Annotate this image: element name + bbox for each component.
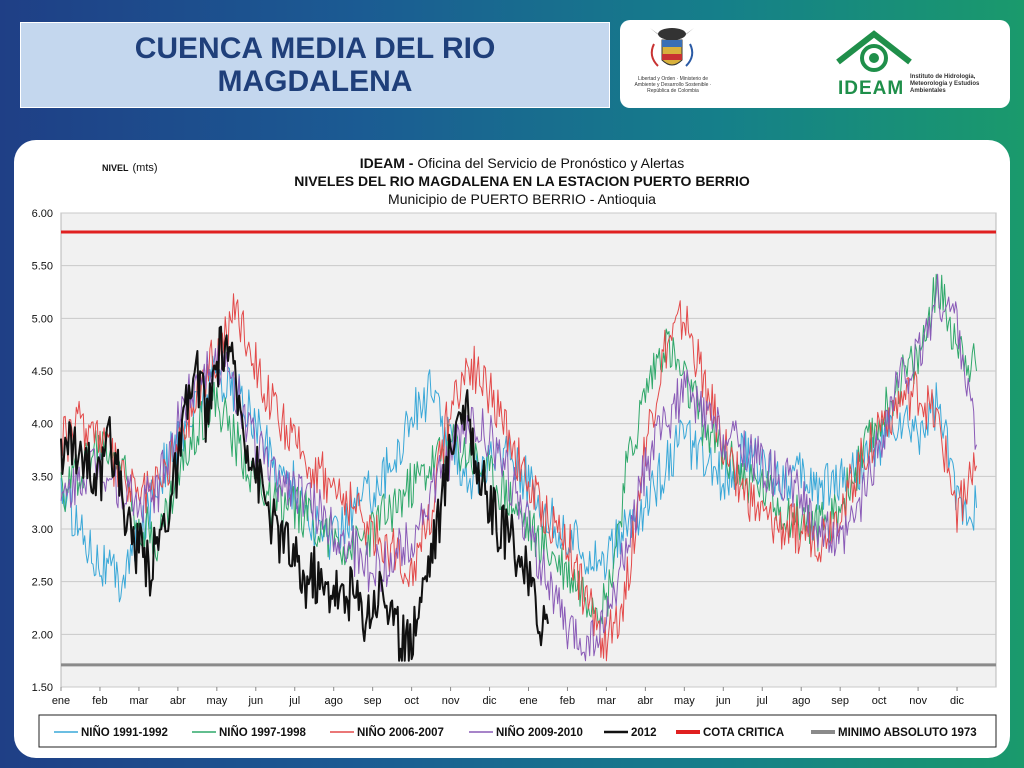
y-tick-label: 2.00 bbox=[32, 629, 53, 641]
y-axis-label-small: NIVEL bbox=[102, 163, 129, 173]
y-tick-label: 5.50 bbox=[32, 261, 53, 273]
x-tick-label: abr bbox=[170, 695, 186, 707]
chart: 6.00 5.50 5.00 4.50 4.00 3.50 3.00 2.50 2.00 1.50… bbox=[32, 155, 997, 748]
x-tick-label: jul bbox=[288, 695, 300, 707]
ideam-wordmark: IDEAM bbox=[838, 78, 905, 99]
chart-subtitle: NIVELES DEL RIO MAGDALENA EN LA ESTACION… bbox=[294, 173, 750, 189]
ministry-text: Libertad y Orden · Ministerio de Ambient… bbox=[634, 76, 712, 94]
y-axis-label-unit: (mts) bbox=[133, 162, 158, 174]
chart-title-rest: Oficina del Servicio de Pronóstico y Ale… bbox=[413, 155, 684, 171]
x-tick-label: feb bbox=[560, 695, 575, 707]
x-tick-label: dic bbox=[483, 695, 498, 707]
x-tick-label: ago bbox=[325, 695, 343, 707]
x-tick-label: may bbox=[674, 695, 695, 707]
legend-label: NIÑO 2006-2007 bbox=[357, 726, 444, 739]
legend-label: NIÑO 2009-2010 bbox=[496, 726, 583, 739]
x-tick-label: jul bbox=[756, 695, 768, 707]
chart-title: IDEAM - Oficina del Servicio de Pronósti… bbox=[360, 155, 684, 171]
y-tick-label: 5.00 bbox=[32, 313, 53, 325]
x-tick-label: sep bbox=[831, 695, 849, 707]
legend-box bbox=[38, 714, 997, 748]
logos-panel: Libertad y Orden · Ministerio de Ambient… bbox=[620, 20, 1010, 108]
y-tick-label: 1.50 bbox=[32, 682, 53, 694]
slide-title-line1: CUENCA MEDIA DEL RIO bbox=[134, 32, 496, 65]
y-tick-label: 4.50 bbox=[32, 366, 53, 378]
slide-title-line2: MAGDALENA bbox=[217, 65, 413, 98]
legend-label: 2012 bbox=[631, 727, 657, 739]
chart-subtitle2: Municipio de PUERTO BERRIO - Antioquia bbox=[388, 191, 656, 207]
slide-title-box: CUENCA MEDIA DEL RIO MAGDALENA bbox=[20, 22, 610, 108]
x-tick-label: sep bbox=[364, 695, 382, 707]
x-tick-label: may bbox=[206, 695, 227, 707]
chart-title-prefix: IDEAM - bbox=[360, 155, 414, 171]
legend-label: NIÑO 1997-1998 bbox=[219, 726, 307, 739]
plot-area bbox=[60, 212, 997, 688]
x-tick-label: nov bbox=[909, 695, 927, 707]
legend-label: NIÑO 1991-1992 bbox=[81, 726, 168, 739]
x-tick-label: oct bbox=[404, 695, 419, 707]
y-tick-label: 3.50 bbox=[32, 471, 53, 483]
x-tick-label: oct bbox=[872, 695, 887, 707]
x-tick-label: mar bbox=[597, 695, 616, 707]
colombia-coat-of-arms-icon bbox=[650, 28, 694, 67]
x-tick-label: nov bbox=[442, 695, 460, 707]
legend-label: MINIMO ABSOLUTO 1973 bbox=[838, 727, 977, 739]
y-axis-label: NIVEL (mts) bbox=[102, 162, 158, 174]
y-tick-label: 2.50 bbox=[32, 577, 53, 589]
y-tick-label: 3.00 bbox=[32, 524, 53, 536]
x-tick-label: jun bbox=[247, 695, 263, 707]
series-line-ni-o-1991-1992 bbox=[60, 355, 977, 603]
x-tick-label: abr bbox=[637, 695, 653, 707]
y-tick-label: 6.00 bbox=[32, 208, 53, 220]
x-tick-label: feb bbox=[92, 695, 107, 707]
x-tick-label: ene bbox=[52, 695, 70, 707]
x-tick-label: ene bbox=[519, 695, 537, 707]
legend-label: COTA CRITICA bbox=[703, 727, 784, 739]
ideam-logo-icon bbox=[836, 30, 912, 72]
chart-panel: 6.00 5.50 5.00 4.50 4.00 3.50 3.00 2.50 2.00 1.50… bbox=[14, 140, 1010, 758]
x-tick-label: mar bbox=[129, 695, 148, 707]
ideam-subtitle: Instituto de Hidrología, Meteorología y … bbox=[910, 74, 980, 94]
slide-title: CUENCA MEDIA DEL RIO MAGDALENA bbox=[135, 32, 496, 98]
series-line-2012 bbox=[60, 325, 549, 662]
x-tick-label: jun bbox=[715, 695, 731, 707]
y-tick-label: 4.00 bbox=[32, 419, 53, 431]
x-tick-label: ago bbox=[792, 695, 810, 707]
x-tick-label: dic bbox=[950, 695, 965, 707]
